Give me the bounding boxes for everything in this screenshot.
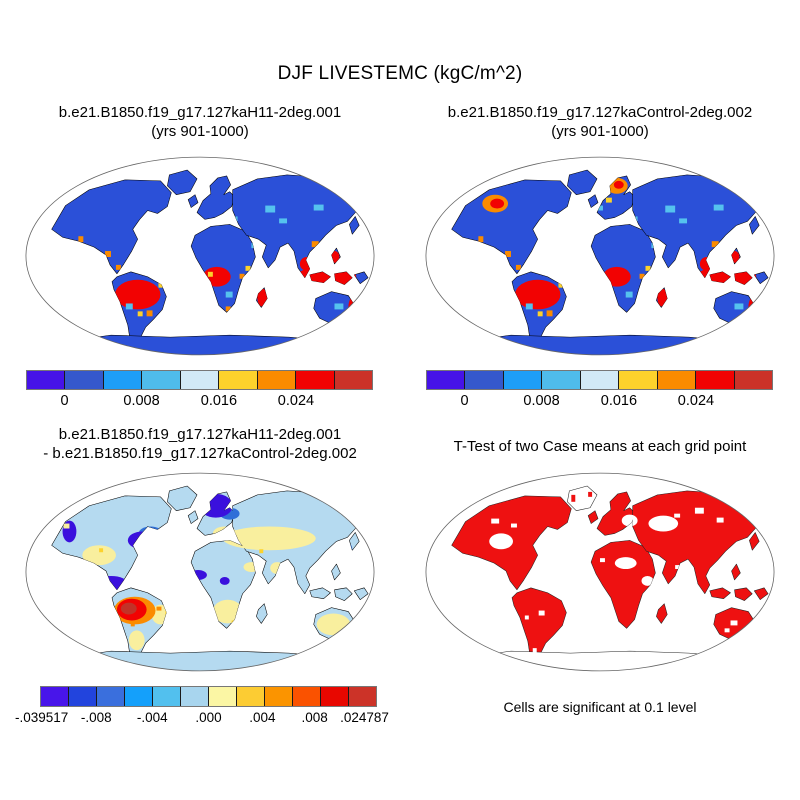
colorbar-segment (542, 371, 581, 389)
colorbar-tick-label: 0.008 (523, 393, 560, 409)
map-ttest (425, 472, 775, 672)
colorbar-tick-label: .024787 (340, 710, 389, 725)
colorbar-tick-label: -.039517 (15, 710, 69, 725)
colorbar-tick-label: 0.016 (200, 393, 238, 409)
colorbar-diff-labels: -.039517 -.008 -.004 .000 .004 .008 .024787 (15, 710, 389, 728)
panel-title-diff-line2: - b.e21.B1850.f19_g17.127kaControl-2deg.… (43, 445, 357, 462)
colorbar-segment (41, 687, 69, 706)
map-case1 (25, 156, 375, 356)
colorbar-segment (503, 371, 543, 389)
panel-title-case2: b.e21.B1850.f19_g17.127kaControl-2deg.00… (400, 103, 800, 141)
colorbar-case2-bar (426, 370, 773, 390)
panel-title-diff-line1: b.e21.B1850.f19_g17.127kaH11-2deg.001 (58, 426, 342, 443)
significance-holes (489, 491, 738, 655)
colorbar-segment (265, 687, 293, 706)
ttest-caption: Cells are significant at 0.1 level (503, 699, 697, 715)
colorbar-segment (65, 371, 104, 389)
colorbar-diff-bar (40, 686, 377, 707)
colorbar-segment (619, 371, 658, 389)
colorbar-segment (125, 687, 153, 706)
colorbar-segment (237, 687, 265, 706)
colorbar-tick-label: 0.008 (123, 393, 160, 409)
colorbar-tick-label: .000 (195, 710, 222, 725)
colorbar-segment (97, 687, 125, 706)
colorbar-segment (580, 371, 620, 389)
panel-title-case1: b.e21.B1850.f19_g17.127kaH11-2deg.001 (y… (0, 103, 400, 141)
colorbar-tick-label: 0.024 (277, 393, 315, 409)
colorbar-segment (219, 371, 258, 389)
figure-title: DJF LIVESTEMC (kgC/m^2) (277, 63, 523, 84)
colorbar-segment (257, 371, 297, 389)
colorbar-case2: 0 0.008 0.016 0.024 (426, 370, 773, 411)
colorbar-case1-labels: 0 0.008 0.016 0.024 (26, 393, 373, 411)
colorbar-segment (734, 371, 772, 389)
panel-title-case1-line1: b.e21.B1850.f19_g17.127kaH11-2deg.001 (58, 104, 342, 121)
panel-title-diff: b.e21.B1850.f19_g17.127kaH11-2deg.001 - … (0, 425, 400, 463)
colorbar-tick-label: 0.024 (677, 393, 715, 409)
colorbar-segment (181, 687, 209, 706)
colorbar-segment (69, 687, 97, 706)
colorbar-case2-labels: 0 0.008 0.016 0.024 (426, 393, 773, 411)
panel-title-ttest-line1: T-Test of two Case means at each grid po… (453, 438, 747, 455)
colorbar-diff: -.039517 -.008 -.004 .000 .004 .008 .024787 (15, 686, 389, 728)
colorbar-tick-label: 0 (460, 393, 469, 409)
colorbar-segment (334, 371, 372, 389)
map-case2 (425, 156, 775, 356)
colorbar-case1: 0 0.008 0.016 0.024 (26, 370, 373, 411)
colorbar-segment (153, 687, 181, 706)
colorbar-segment (349, 687, 376, 706)
colorbar-segment (427, 371, 466, 389)
colorbar-segment (293, 687, 321, 706)
colorbar-tick-label: 0 (60, 393, 69, 409)
colorbar-tick-label: -.008 (80, 710, 112, 725)
colorbar-case1-bar (26, 370, 373, 390)
colorbar-segment (142, 371, 181, 389)
colorbar-segment (321, 687, 349, 706)
colorbar-segment (180, 371, 220, 389)
panel-title-ttest: T-Test of two Case means at each grid po… (400, 437, 800, 456)
colorbar-tick-label: .008 (301, 710, 328, 725)
colorbar-segment (103, 371, 143, 389)
colorbar-segment (296, 371, 335, 389)
colorbar-segment (27, 371, 66, 389)
colorbar-tick-label: .004 (249, 710, 276, 725)
panel-title-case2-line1: b.e21.B1850.f19_g17.127kaControl-2deg.00… (447, 104, 753, 121)
colorbar-segment (696, 371, 735, 389)
colorbar-tick-label: -.004 (136, 710, 168, 725)
colorbar-segment (657, 371, 697, 389)
panel-title-case2-line2: (yrs 901-1000) (551, 123, 649, 140)
panel-title-case1-line2: (yrs 901-1000) (151, 123, 249, 140)
colorbar-segment (209, 687, 237, 706)
colorbar-tick-label: 0.016 (600, 393, 638, 409)
colorbar-segment (465, 371, 504, 389)
map-diff (25, 472, 375, 672)
